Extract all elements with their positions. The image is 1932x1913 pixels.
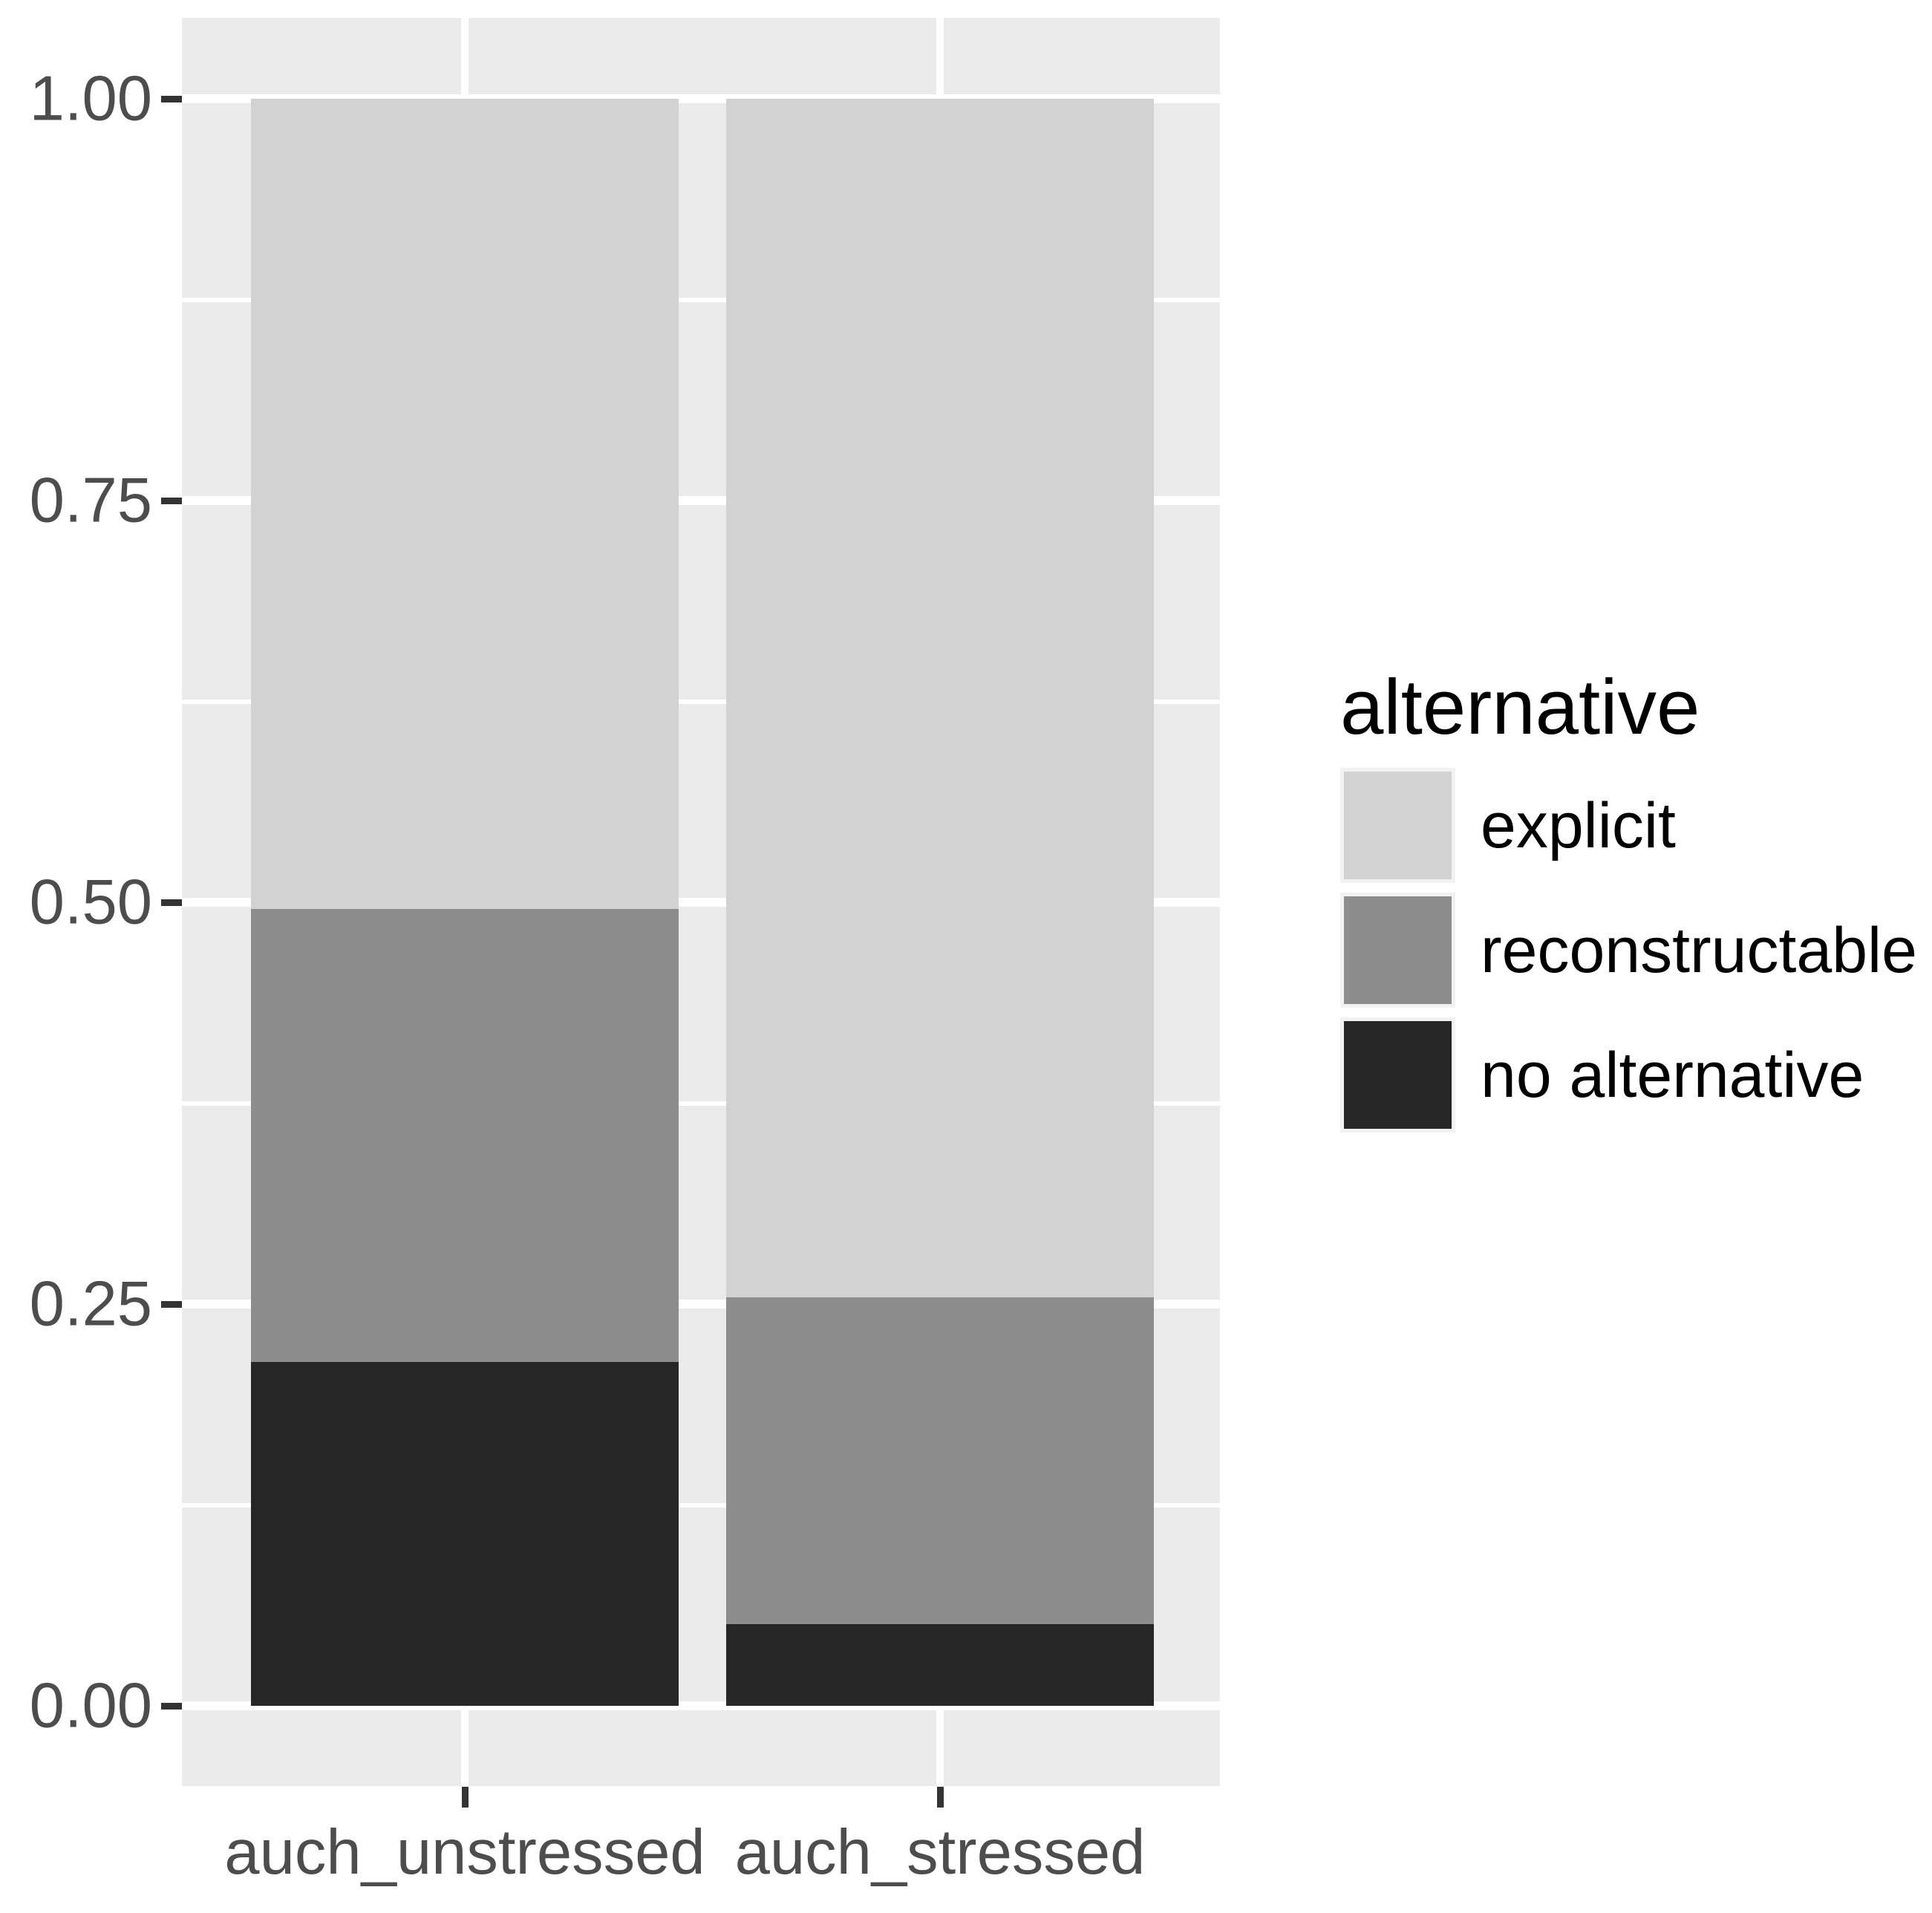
legend-key xyxy=(1340,1017,1455,1133)
y-tick-label: 0.25 xyxy=(29,1268,152,1340)
bar-1-segment-reconstructable xyxy=(726,1297,1154,1624)
y-tick-mark xyxy=(161,497,182,504)
legend-swatch-no-alternative xyxy=(1344,1021,1452,1130)
y-tick-label: 0.00 xyxy=(29,1670,152,1741)
legend-entry-reconstructable: reconstructable xyxy=(1340,893,1917,1008)
gridline-minor-h xyxy=(182,1101,1220,1106)
legend-swatch-reconstructable xyxy=(1344,896,1452,1005)
y-tick-label: 1.00 xyxy=(29,63,152,134)
y-tick-label: 0.50 xyxy=(29,867,152,938)
y-tick-mark xyxy=(161,1702,182,1710)
legend-key xyxy=(1340,893,1455,1008)
legend-label-reconstructable: reconstructable xyxy=(1481,914,1917,986)
legend-swatch-explicit xyxy=(1344,772,1452,880)
x-tick-label-auch_stressed: auch_stressed xyxy=(734,1817,1146,1888)
bar-0-segment-explicit xyxy=(251,99,679,909)
legend: alternative explicit reconstructable no … xyxy=(1340,664,1917,1142)
gridline-minor-h xyxy=(182,699,1220,704)
bar-1-segment-explicit xyxy=(726,99,1154,1298)
plot-panel xyxy=(182,18,1220,1786)
bar-0-segment-no-alternative xyxy=(251,1361,679,1706)
gridline-minor-h xyxy=(182,297,1220,302)
legend-items: explicit reconstructable no alternative xyxy=(1340,768,1917,1133)
gridline-minor-h xyxy=(182,1502,1220,1508)
legend-entry-explicit: explicit xyxy=(1340,768,1917,884)
bar-1-segment-no-alternative xyxy=(726,1623,1154,1706)
bar-0-segment-reconstructable xyxy=(251,908,679,1362)
y-tick-mark xyxy=(161,1300,182,1308)
y-tick-mark xyxy=(161,899,182,906)
y-tick-mark xyxy=(161,95,182,102)
x-tick-mark xyxy=(936,1787,944,1808)
legend-key xyxy=(1340,768,1455,884)
legend-label-explicit: explicit xyxy=(1481,789,1676,861)
x-tick-label-auch_unstressed: auch_unstressed xyxy=(224,1817,705,1888)
legend-label-no-alternative: no alternative xyxy=(1481,1039,1864,1111)
legend-entry-no-alternative: no alternative xyxy=(1340,1017,1917,1133)
x-tick-mark xyxy=(461,1787,469,1808)
y-tick-label: 0.75 xyxy=(29,465,152,536)
legend-title: alternative xyxy=(1340,664,1700,751)
